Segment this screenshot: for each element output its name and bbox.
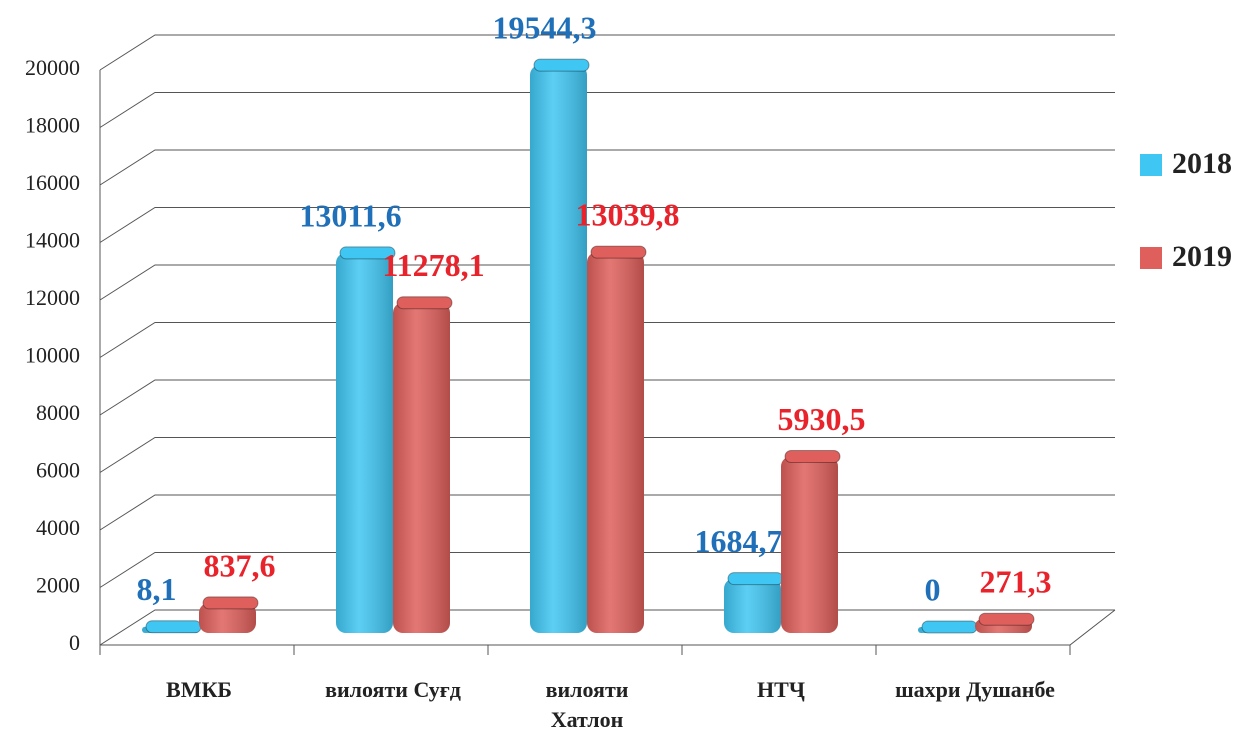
bar-shade	[587, 252, 644, 633]
grid-line	[99, 437, 1115, 473]
bar-shade	[530, 65, 587, 633]
value-label: 5930,5	[778, 401, 866, 437]
bar-cap	[590, 245, 647, 259]
value-label: 13011,6	[299, 197, 401, 233]
value-label: 11278,1	[382, 247, 484, 283]
grid-line	[99, 207, 1115, 243]
value-label: 837,6	[204, 547, 276, 583]
bar-cap	[202, 596, 259, 610]
x-tick-label: вилояти Хатлон	[545, 677, 629, 732]
y-tick-label: 4000	[36, 515, 80, 540]
y-tick-label: 2000	[36, 573, 80, 598]
y-tick-label: 8000	[36, 400, 80, 425]
bar-cap	[784, 449, 841, 463]
bar-shade	[393, 302, 450, 633]
grid-line	[99, 149, 1115, 186]
bar-shade	[724, 578, 781, 633]
bar-cap	[396, 296, 453, 310]
bar-cap	[533, 58, 590, 72]
y-tick-label: 10000	[25, 343, 80, 368]
value-label: 8,1	[137, 571, 177, 607]
bar-cap	[921, 620, 978, 634]
grid-line	[99, 322, 1115, 358]
value-label: 19544,3	[493, 9, 597, 45]
bar-cap	[145, 620, 202, 634]
y-tick-label: 18000	[25, 113, 80, 138]
y-tick-label: 0	[69, 630, 80, 655]
legend-label: 2018	[1172, 147, 1232, 180]
x-tick-label: ВМКБ	[166, 677, 232, 702]
grid-line	[99, 92, 1115, 128]
y-tick-label: 12000	[25, 285, 80, 310]
x-tick-label: шахри Душанбе	[895, 677, 1055, 702]
bar-shade	[199, 602, 256, 633]
value-label: 271,3	[980, 564, 1052, 600]
value-label: 1684,7	[695, 523, 783, 559]
legend-swatch	[1140, 247, 1162, 269]
legend-label: 2019	[1172, 240, 1232, 273]
y-tick-label: 6000	[36, 458, 80, 483]
y-tick-label: 20000	[25, 55, 80, 80]
bar-cap	[727, 572, 784, 586]
y-tick-label: 14000	[25, 228, 80, 253]
bar-cap	[978, 612, 1035, 626]
y-tick-label: 16000	[25, 170, 80, 195]
value-label: 0	[925, 571, 941, 607]
grid-line	[99, 379, 1115, 416]
x-tick-label: НТҶ	[757, 677, 805, 702]
bar-shade	[781, 456, 838, 633]
legend-swatch	[1140, 154, 1162, 176]
grid-line	[99, 34, 1115, 71]
bar-shade	[336, 252, 393, 633]
value-label: 13039,8	[576, 196, 680, 232]
bar-cap	[339, 246, 396, 260]
grid-line	[99, 264, 1115, 301]
x-tick-label: вилояти Суғд	[325, 677, 461, 702]
